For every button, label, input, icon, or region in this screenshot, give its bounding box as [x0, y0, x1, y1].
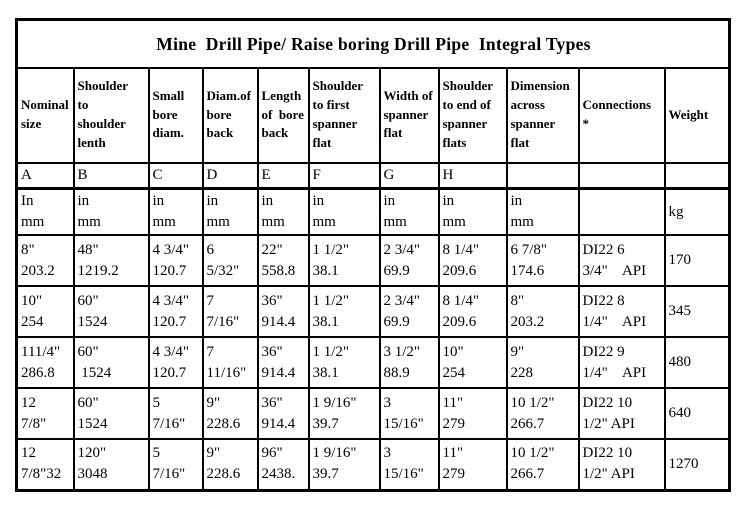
data-cell: 120" 3048 — [72, 438, 150, 491]
data-cell: 9" 228 — [505, 336, 580, 389]
connection-cell: DI22 6 3/4" API — [577, 234, 666, 287]
header-shoulder-to-first-spanner-flat: Shoulder to first spanner flat — [307, 66, 381, 164]
data-cell: 12 7/8" — [15, 387, 75, 440]
connection-cell: DI22 10 1/2" API — [577, 387, 666, 440]
unit-cell: in mm — [72, 187, 150, 236]
data-cell: 60" 1524 — [72, 387, 150, 440]
data-cell: 8" 203.2 — [505, 285, 580, 338]
data-cell: 1 1/2" 38.1 — [307, 234, 381, 287]
header-weight: Weight — [663, 66, 731, 164]
data-cell: 1 9/16" 39.7 — [307, 438, 381, 491]
data-cell: 6 7/8" 174.6 — [505, 234, 580, 287]
data-cell: 10" 254 — [15, 285, 75, 338]
data-cell: 8 1/4" 209.6 — [437, 285, 508, 338]
connection-cell: DI22 9 1/4" API — [577, 336, 666, 389]
weight-cell: 345 — [663, 285, 731, 338]
header-shoulder-to-end-of-spanner-flats: Shoulder to end of spanner flats — [437, 66, 508, 164]
unit-cell: in mm — [437, 187, 508, 236]
data-cell: 36" 914.4 — [256, 336, 310, 389]
header-row: Nominal size Shoulder to shoulder lenth … — [15, 66, 731, 164]
unit-cell: in mm — [505, 187, 580, 236]
data-cell: 2 3/4" 69.9 — [378, 234, 440, 287]
letter-cell: B — [72, 161, 150, 190]
data-cell: 96" 2438. — [256, 438, 310, 491]
header-width-of-spanner-flat: Width of spanner flat — [378, 66, 440, 164]
weight-cell: 640 — [663, 387, 731, 440]
data-cell: 48" 1219.2 — [72, 234, 150, 287]
data-cell: 1 9/16" 39.7 — [307, 387, 381, 440]
table-row: 12 7/8" 60" 1524 5 7/16" 9" 228.6 36" 91… — [15, 387, 731, 440]
header-connections: Connections * — [577, 66, 666, 164]
weight-cell: 480 — [663, 336, 731, 389]
table-title: Mine Drill Pipe/ Raise boring Drill Pipe… — [15, 18, 731, 69]
data-cell: 10 1/2" 266.7 — [505, 387, 580, 440]
header-diam-of-bore-back: Diam.of bore back — [201, 66, 259, 164]
data-cell: 3 15/16" — [378, 387, 440, 440]
unit-cell: in mm — [378, 187, 440, 236]
header-shoulder-to-shoulder-length: Shoulder to shoulder lenth — [72, 66, 150, 164]
data-cell: 36" 914.4 — [256, 387, 310, 440]
weight-cell: 170 — [663, 234, 731, 287]
letter-cell: A — [15, 161, 75, 190]
data-cell: 11" 279 — [437, 438, 508, 491]
header-small-bore-diam: Small bore diam. — [147, 66, 204, 164]
table-row: 10" 254 60" 1524 4 3/4" 120.7 7 7/16" 36… — [15, 285, 731, 338]
letter-cell: G — [378, 161, 440, 190]
header-dimension-across-spanner-flat: Dimension across spanner flat — [505, 66, 580, 164]
data-cell: 4 3/4" 120.7 — [147, 285, 204, 338]
letter-cell: C — [147, 161, 204, 190]
units-row: In mm in mm in mm in mm in mm in mm in m… — [15, 187, 731, 236]
data-cell: 111/4" 286.8 — [15, 336, 75, 389]
title-row: Mine Drill Pipe/ Raise boring Drill Pipe… — [15, 18, 731, 69]
unit-cell: in mm — [307, 187, 381, 236]
data-cell: 5 7/16" — [147, 387, 204, 440]
unit-cell — [577, 187, 666, 236]
data-cell: 36" 914.4 — [256, 285, 310, 338]
letter-cell: E — [256, 161, 310, 190]
data-cell: 6 5/32" — [201, 234, 259, 287]
table-row: 8" 203.2 48" 1219.2 4 3/4" 120.7 6 5/32"… — [15, 234, 731, 287]
data-cell: 1 1/2" 38.1 — [307, 285, 381, 338]
unit-cell: in mm — [147, 187, 204, 236]
data-cell: 2 3/4" 69.9 — [378, 285, 440, 338]
data-cell: 9" 228.6 — [201, 438, 259, 491]
unit-cell: in mm — [201, 187, 259, 236]
data-cell: 3 1/2" 88.9 — [378, 336, 440, 389]
data-cell: 7 7/16" — [201, 285, 259, 338]
data-cell: 12 7/8"32 — [15, 438, 75, 491]
table-row: 111/4" 286.8 60" 1524 4 3/4" 120.7 7 11/… — [15, 336, 731, 389]
data-cell: 4 3/4" 120.7 — [147, 234, 204, 287]
unit-cell: In mm — [15, 187, 75, 236]
data-cell: 4 3/4" 120.7 — [147, 336, 204, 389]
letter-cell: D — [201, 161, 259, 190]
data-cell: 60" 1524 — [72, 336, 150, 389]
letter-cell — [663, 161, 731, 190]
data-cell: 8" 203.2 — [15, 234, 75, 287]
data-cell: 8 1/4" 209.6 — [437, 234, 508, 287]
data-cell: 5 7/16" — [147, 438, 204, 491]
data-cell: 10" 254 — [437, 336, 508, 389]
letter-cell: H — [437, 161, 508, 190]
header-nominal-size: Nominal size — [15, 66, 75, 164]
data-cell: 7 11/16" — [201, 336, 259, 389]
weight-cell: 1270 — [663, 438, 731, 491]
unit-cell: in mm — [256, 187, 310, 236]
data-cell: 11" 279 — [437, 387, 508, 440]
unit-cell-kg: kg — [663, 187, 731, 236]
data-cell: 9" 228.6 — [201, 387, 259, 440]
letter-cell — [505, 161, 580, 190]
connection-cell: DI22 10 1/2" API — [577, 438, 666, 491]
data-cell: 3 15/16" — [378, 438, 440, 491]
data-cell: 60" 1524 — [72, 285, 150, 338]
data-cell: 22" 558.8 — [256, 234, 310, 287]
letter-cell: F — [307, 161, 381, 190]
connection-cell: DI22 8 1/4" API — [577, 285, 666, 338]
data-cell: 1 1/2" 38.1 — [307, 336, 381, 389]
table-row: 12 7/8"32 120" 3048 5 7/16" 9" 228.6 96"… — [15, 438, 731, 491]
letter-row: A B C D E F G H — [15, 161, 731, 190]
header-length-of-bore-back: Length of bore back — [256, 66, 310, 164]
data-cell: 10 1/2" 266.7 — [505, 438, 580, 491]
drill-pipe-spec-table: Mine Drill Pipe/ Raise boring Drill Pipe… — [15, 18, 732, 492]
letter-cell — [577, 161, 666, 190]
